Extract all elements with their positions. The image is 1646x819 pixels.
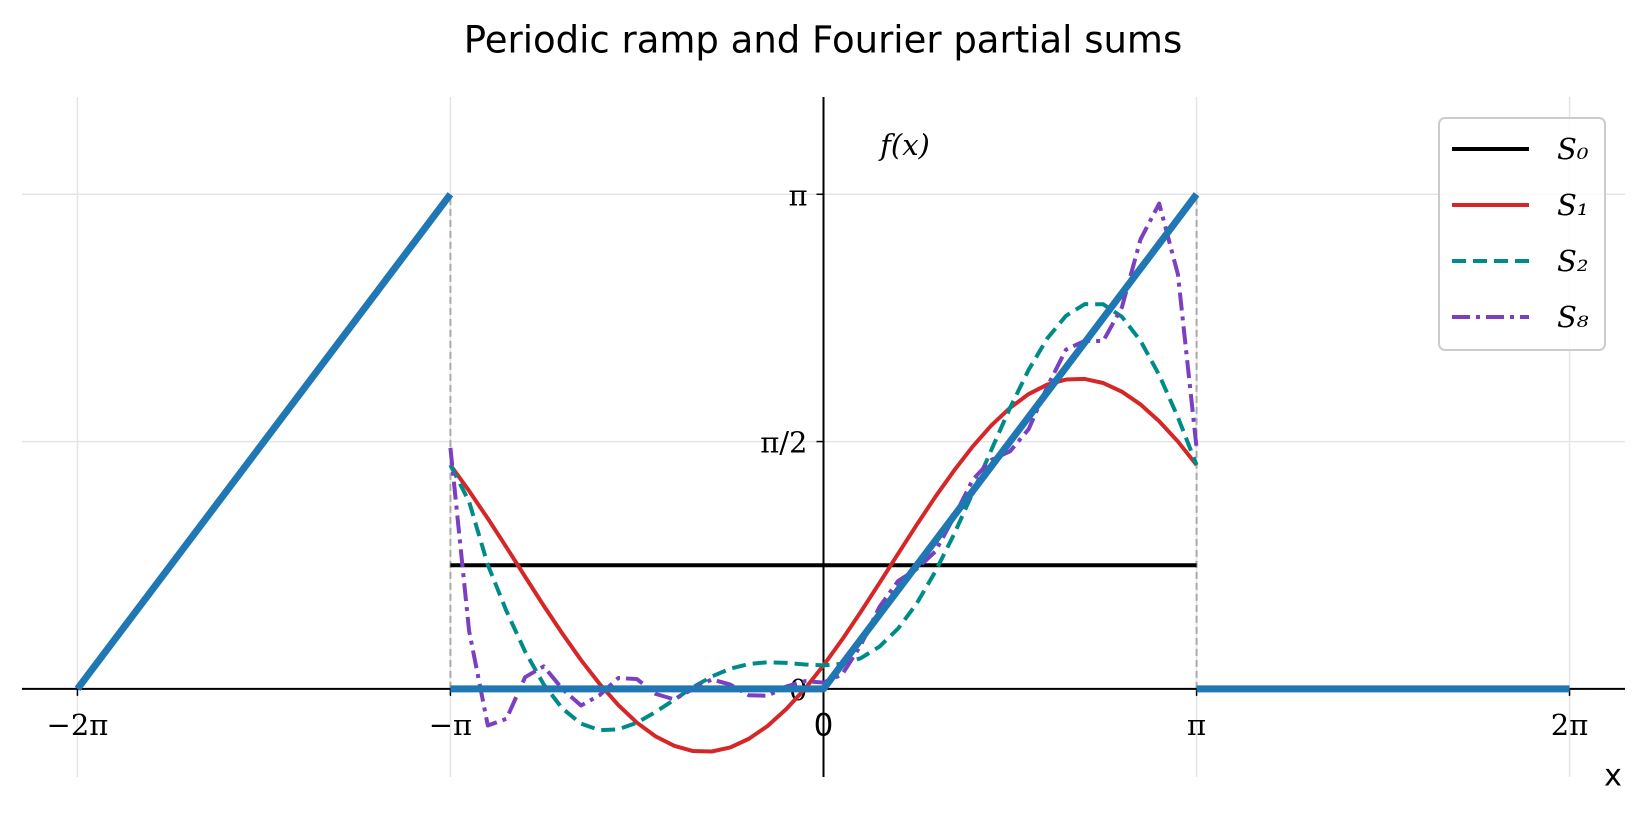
function-line (74, 192, 1570, 693)
legend-box (1438, 117, 1606, 351)
series-line (448, 302, 1199, 733)
legend-label: S₁ (1557, 188, 1589, 222)
chart-title: Periodic ramp and Fourier partial sums (464, 19, 1183, 62)
legend-label: S₈ (1557, 300, 1589, 334)
x-tick-label: −π (429, 708, 472, 742)
series-line (448, 201, 1199, 728)
y-axis-label: f(x) (878, 128, 930, 162)
y-tick-label: π (788, 178, 807, 212)
x-tick-label: −2π (47, 708, 109, 742)
x-axis-label: x (1604, 759, 1622, 794)
legend-label: S₀ (1557, 132, 1589, 166)
legend: S₀ S₁ S₂ S₈ (1438, 117, 1606, 351)
x-tick-label: 2π (1551, 708, 1589, 742)
y-tick-label: π/2 (760, 426, 807, 460)
x-tick-label: π (1187, 708, 1206, 742)
legend-label: S₂ (1557, 244, 1589, 278)
